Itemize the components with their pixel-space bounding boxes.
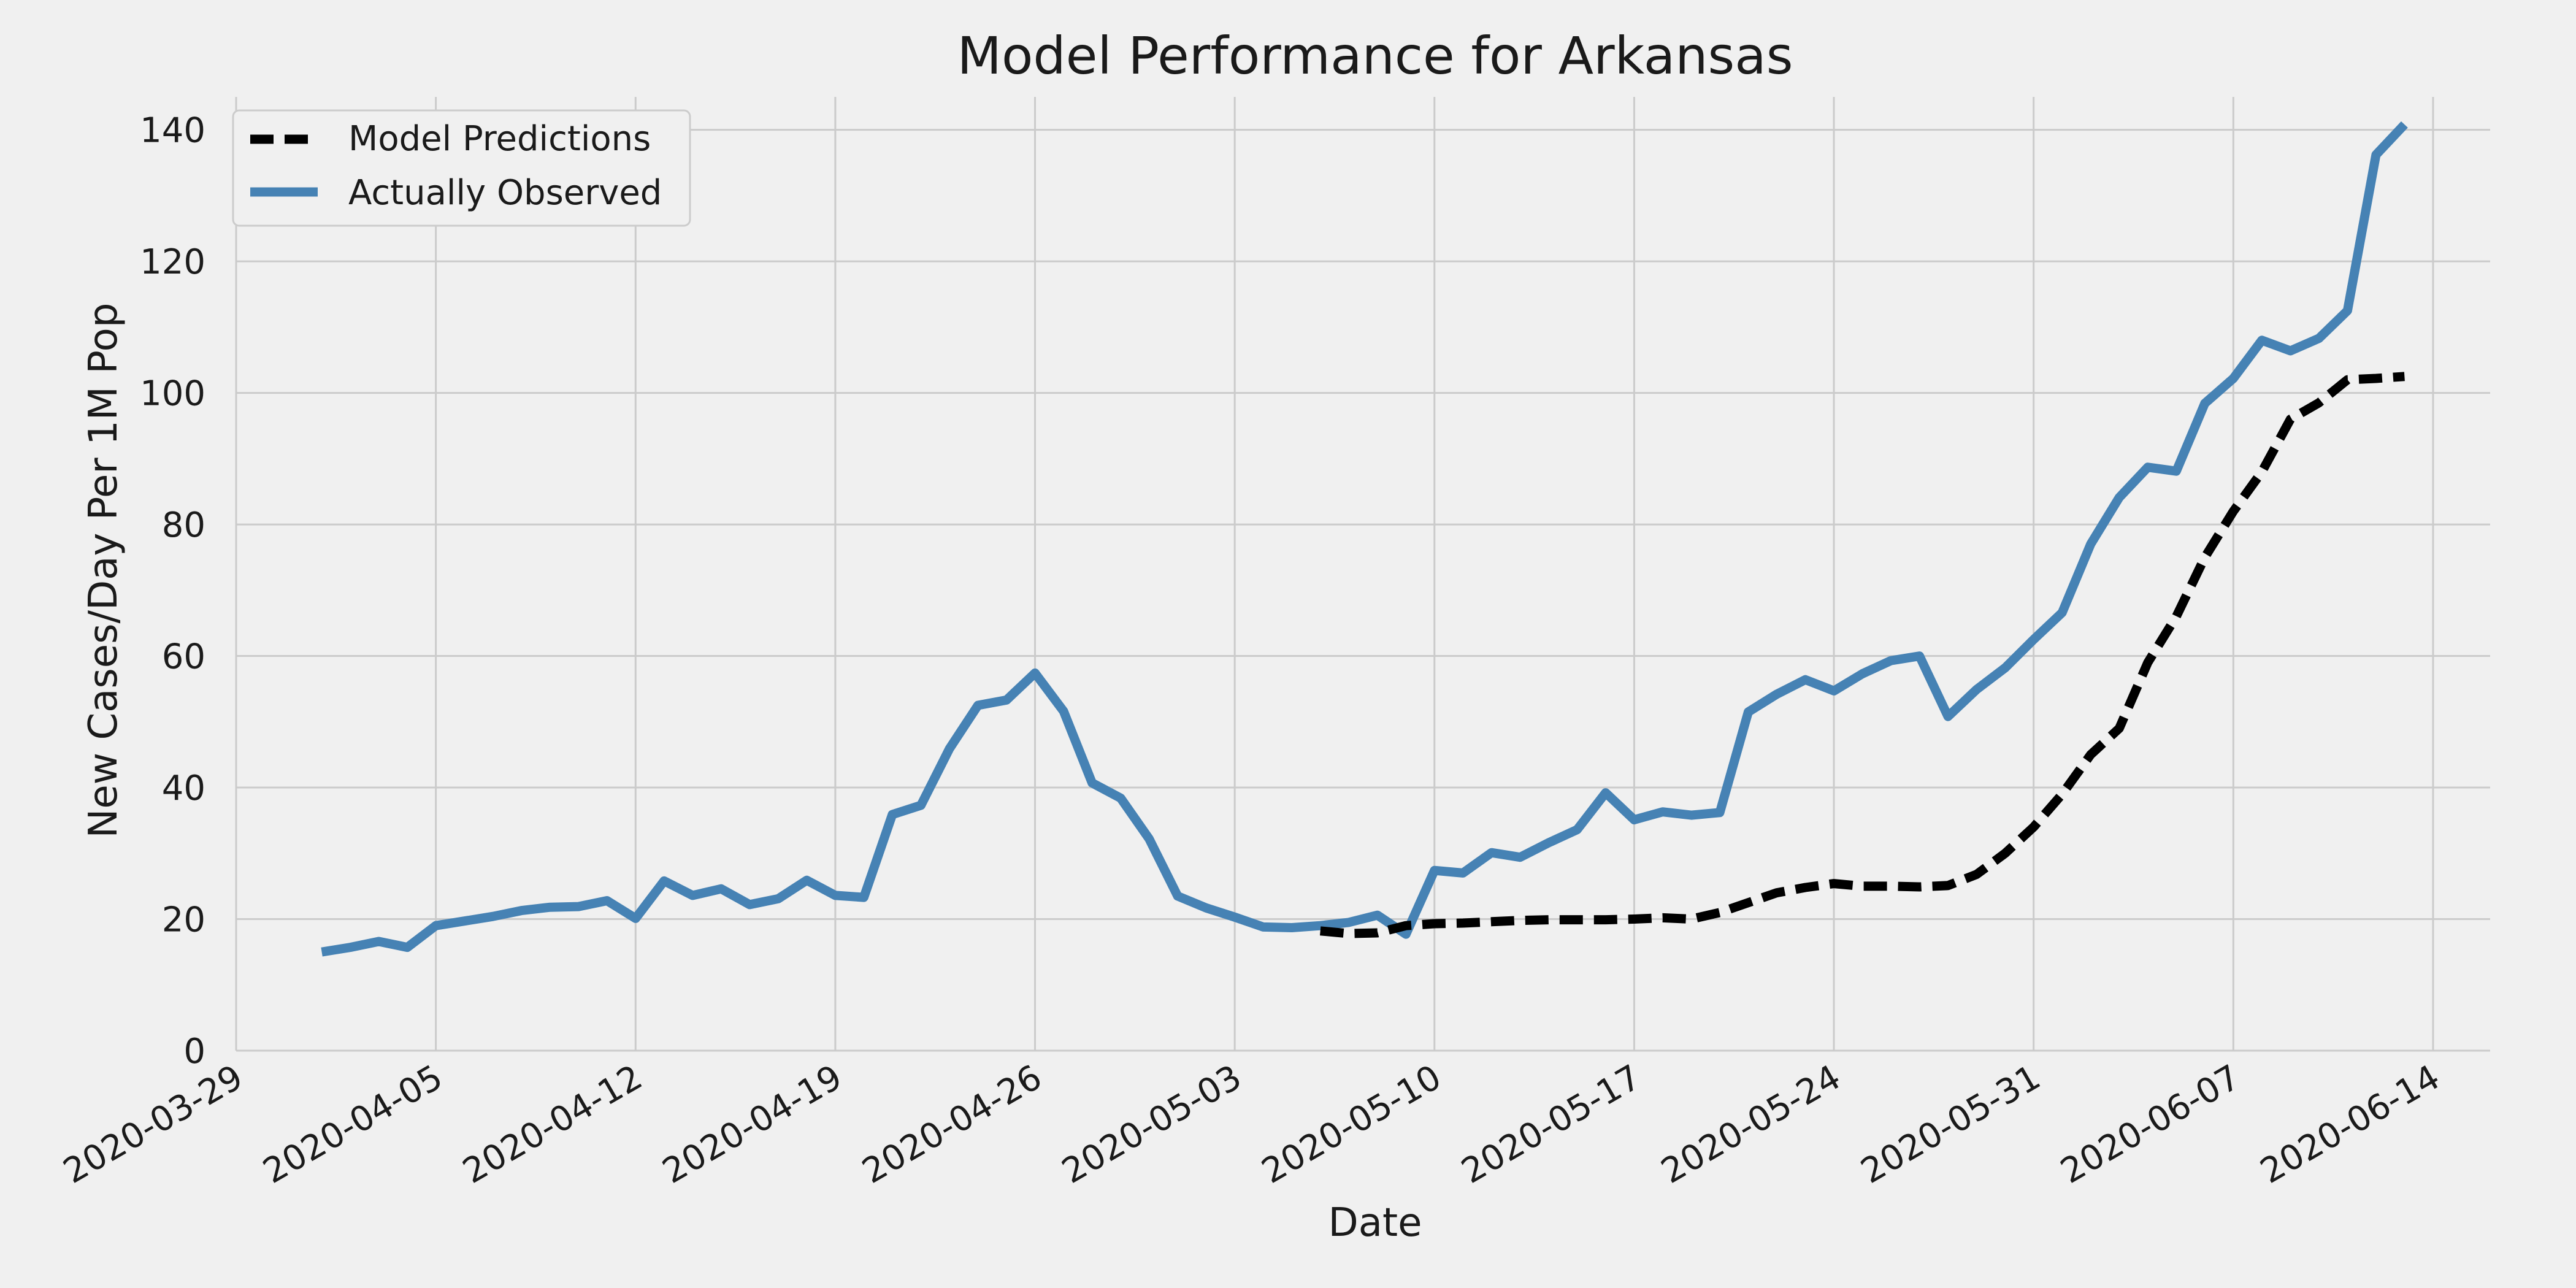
series-line-actually-observed [321,121,2408,957]
legend-label-actually-observed: Actually Observed [348,173,662,213]
chart-title: Model Performance for Arkansas [957,26,1793,86]
legend: Model Predictions Actually Observed [232,109,691,227]
series-lines [321,121,2408,957]
y-tick-label: 20 [162,900,205,940]
y-tick-label: 120 [140,242,205,282]
y-tick-label: 0 [183,1032,205,1071]
x-axis-label: Date [1328,1200,1422,1246]
series-line-model-predictions [1320,372,2405,938]
y-tick-label: 80 [162,505,205,545]
y-tick-label: 100 [140,374,205,414]
legend-label-model-predictions: Model Predictions [348,119,651,159]
y-tick-label: 40 [162,769,205,808]
y-tick-label: 140 [140,111,205,151]
legend-frame [232,109,691,227]
y-axis-label: New Cases/Day Per 1M Pop [81,303,126,838]
y-tick-label: 60 [162,637,205,677]
